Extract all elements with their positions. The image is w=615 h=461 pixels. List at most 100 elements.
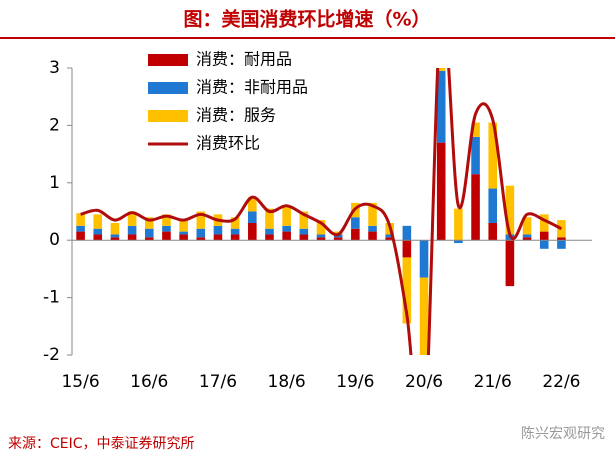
legend-swatch <box>148 82 188 94</box>
bar-segment <box>230 228 240 235</box>
legend-swatch <box>148 110 188 122</box>
watermark: 陈兴宏观研究 <box>521 425 605 442</box>
bar-segment <box>368 231 377 241</box>
bar-segment <box>93 214 103 229</box>
bar-segment <box>419 240 429 278</box>
x-tick-label: 18/6 <box>268 372 306 392</box>
bar-segment <box>110 234 120 238</box>
bar-segment <box>299 211 309 229</box>
bar-segment <box>436 70 446 143</box>
y-tick-label: 2 <box>49 115 60 135</box>
bar-segment <box>471 136 480 175</box>
bar-segment <box>351 217 360 229</box>
bar-segment <box>196 237 206 241</box>
bar-segment <box>162 231 171 241</box>
x-tick-label: 19/6 <box>336 372 374 392</box>
bar-segment <box>488 122 498 189</box>
bar-segment <box>265 228 274 235</box>
bar-segment <box>557 237 566 241</box>
bar-segment <box>488 188 498 223</box>
legend-label: 消费：服务 <box>196 106 276 125</box>
bar-segment <box>265 234 274 241</box>
y-tick-label: 0 <box>49 230 60 250</box>
bar-segment <box>179 220 188 232</box>
bar-segment <box>213 234 223 241</box>
bar-segment <box>144 228 154 238</box>
bar-segment <box>76 225 85 232</box>
bar-segment <box>454 240 463 244</box>
bar-segment <box>76 231 85 241</box>
source: 来源：CEIC，中泰证券研究所 <box>8 436 195 452</box>
bar-segment <box>230 234 240 241</box>
x-tick-label: 22/6 <box>542 372 580 392</box>
bar-segment <box>213 225 223 235</box>
legend-swatch <box>148 54 188 66</box>
bar-segment <box>333 237 343 241</box>
legend-label: 消费环比 <box>196 134 260 153</box>
bar-segment <box>419 277 429 355</box>
bar-segment <box>471 174 480 241</box>
bar-segment <box>539 214 549 232</box>
bar-segment <box>93 234 103 241</box>
line-series <box>80 68 563 355</box>
bar-segment <box>368 225 377 232</box>
bar-segment <box>505 240 515 287</box>
bar-segment <box>282 205 291 226</box>
bar-segment <box>127 225 137 235</box>
bar-segment <box>179 234 188 241</box>
x-tick-label: 21/6 <box>474 372 512 392</box>
bar-segment <box>265 208 274 229</box>
bar-segment <box>282 231 291 241</box>
bar-segment <box>179 231 188 235</box>
bar-segment <box>368 202 377 226</box>
bar-segment <box>505 185 515 235</box>
bar-segment <box>316 237 326 241</box>
bar-segment <box>248 222 257 241</box>
bar-segment <box>93 228 103 235</box>
bar-segment <box>144 217 154 229</box>
y-tick-label: -1 <box>43 288 60 308</box>
x-tick-label: 20/6 <box>405 372 443 392</box>
bar-segment <box>127 211 137 226</box>
bar-segment <box>385 234 394 238</box>
x-tick-label: 17/6 <box>199 372 237 392</box>
bar-segment <box>351 228 360 241</box>
y-tick-label: -2 <box>43 345 60 365</box>
plot-area <box>72 68 592 355</box>
bar-segment <box>488 222 498 241</box>
bar-segment <box>402 225 412 241</box>
bar-segment <box>76 213 85 226</box>
bar-segment <box>539 240 549 249</box>
bar-segment <box>299 228 309 235</box>
chart-title: 图：美国消费环比增速（%） <box>183 8 430 31</box>
legend-label: 消费：非耐用品 <box>196 78 308 97</box>
bar-segment <box>162 225 171 232</box>
bar-segment <box>196 211 206 229</box>
bar-segment <box>316 220 326 235</box>
x-tick-label: 16/6 <box>130 372 168 392</box>
bar-segment <box>539 231 549 241</box>
bar-segment <box>230 217 240 229</box>
bar-segment <box>248 211 257 223</box>
bar-segment <box>299 234 309 241</box>
legend-label: 消费：耐用品 <box>196 50 292 69</box>
bar-segment <box>557 240 566 249</box>
bar-segment <box>144 237 154 241</box>
bar-segment <box>522 237 532 241</box>
bar-segment <box>110 222 120 235</box>
bar-segment <box>471 122 480 137</box>
bar-segment <box>196 228 206 238</box>
bar-segment <box>127 234 137 241</box>
y-tick-label: 1 <box>49 173 60 193</box>
bar-segment <box>522 234 532 238</box>
bar-segment <box>454 208 463 241</box>
bar-segment <box>248 197 257 212</box>
bar-segment <box>402 257 412 324</box>
bar-segment <box>316 234 326 238</box>
y-tick-label: 3 <box>49 58 60 78</box>
bar-segment <box>162 214 171 226</box>
bar-segment <box>282 225 291 232</box>
bar-segment <box>402 240 412 258</box>
bar-segment <box>110 237 120 241</box>
